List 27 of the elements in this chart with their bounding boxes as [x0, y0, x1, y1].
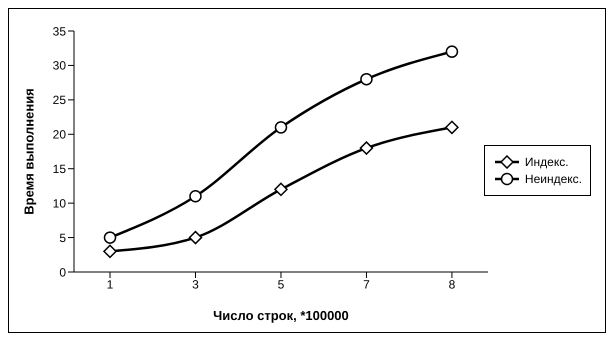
y-axis-title: Время выполнения	[22, 88, 37, 215]
x-tick-label: 1	[106, 278, 114, 292]
point	[360, 141, 374, 155]
y-tick-label: 10	[52, 196, 66, 210]
y-tick-label: 0	[59, 265, 66, 280]
point	[360, 72, 373, 86]
y-tick-label: 5	[59, 230, 66, 245]
x-axis-title: Число строк, *100000	[213, 308, 349, 323]
y-tick-label: 15	[52, 162, 66, 176]
point	[445, 120, 459, 134]
legend-label: Неиндекс.	[524, 172, 582, 186]
y-tick-label: 25	[52, 93, 66, 108]
x-tick-label: 3	[192, 278, 200, 292]
y-tick-label: 20	[52, 128, 66, 142]
point	[188, 230, 202, 244]
x-tick-label: 8	[448, 278, 456, 292]
legend-label: Индекс.	[524, 155, 569, 169]
x-tick-label: 7	[363, 278, 370, 292]
y-tick-label: 30	[52, 58, 66, 73]
point	[274, 121, 288, 134]
point	[446, 45, 458, 58]
point	[103, 244, 117, 258]
point	[104, 231, 116, 244]
y-tick-label: 35	[52, 24, 66, 38]
x-tick-label: 5	[278, 278, 285, 292]
point	[189, 190, 202, 203]
point	[274, 182, 288, 196]
